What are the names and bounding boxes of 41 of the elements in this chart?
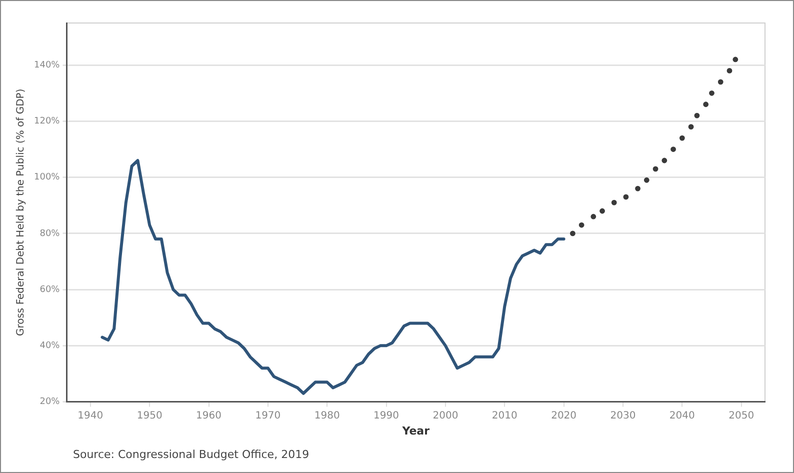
x-tick-label: 1990 bbox=[374, 410, 400, 422]
y-tick-label: 20% bbox=[40, 397, 60, 408]
point bbox=[732, 56, 738, 62]
source-note: Source: Congressional Budget Office, 2019 bbox=[73, 448, 310, 461]
point bbox=[726, 68, 732, 74]
x-tick-label: 1970 bbox=[255, 410, 281, 422]
point bbox=[590, 214, 596, 220]
point bbox=[652, 166, 658, 172]
x-tick-label: 1960 bbox=[196, 410, 222, 422]
point bbox=[679, 135, 685, 141]
point bbox=[709, 90, 714, 96]
x-axis-title: Year bbox=[401, 424, 430, 438]
x-tick-label: 2040 bbox=[669, 410, 695, 422]
point bbox=[600, 208, 605, 214]
point bbox=[644, 177, 650, 183]
point bbox=[718, 79, 724, 85]
y-tick-label: 140% bbox=[34, 60, 60, 70]
y-tick-label: 120% bbox=[34, 116, 60, 127]
y-tick-label: 60% bbox=[40, 284, 60, 295]
x-tick-label: 2030 bbox=[610, 410, 636, 422]
x-tick-label: 1950 bbox=[136, 410, 162, 422]
y-tick-label: 40% bbox=[40, 341, 60, 352]
point bbox=[578, 222, 584, 228]
point bbox=[611, 200, 617, 206]
x-tick-label: 1980 bbox=[314, 410, 340, 422]
point bbox=[662, 158, 668, 164]
x-tick-label: 2050 bbox=[728, 410, 754, 422]
point bbox=[694, 112, 700, 118]
x-tick-label: 2010 bbox=[492, 410, 518, 422]
point bbox=[623, 194, 629, 200]
point bbox=[570, 230, 576, 236]
x-tick-label: 2000 bbox=[432, 410, 458, 422]
x-tick-label: 2020 bbox=[551, 410, 577, 422]
point bbox=[703, 102, 709, 108]
y-axis-title: Gross Federal Debt Held by the Public (% of GDP) bbox=[16, 88, 27, 336]
y-tick-label: 80% bbox=[40, 228, 60, 239]
point bbox=[635, 186, 640, 192]
point bbox=[688, 124, 694, 130]
x-tick-label: 1940 bbox=[78, 410, 104, 422]
point bbox=[670, 146, 676, 152]
y-tick-label: 100% bbox=[34, 172, 60, 183]
